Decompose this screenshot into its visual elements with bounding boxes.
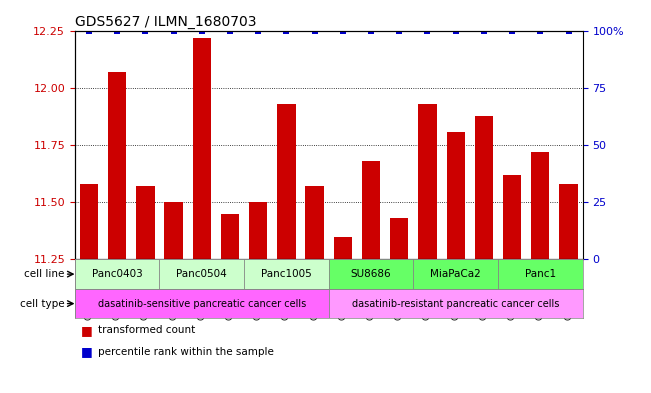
Text: ■: ■ — [81, 323, 93, 337]
Text: percentile rank within the sample: percentile rank within the sample — [98, 347, 273, 357]
Text: GDS5627 / ILMN_1680703: GDS5627 / ILMN_1680703 — [75, 15, 256, 29]
Text: dasatinib-sensitive pancreatic cancer cells: dasatinib-sensitive pancreatic cancer ce… — [98, 299, 306, 309]
Bar — [108, 72, 126, 259]
Bar — [193, 38, 211, 259]
Text: MiaPaCa2: MiaPaCa2 — [430, 269, 481, 279]
Bar — [221, 214, 239, 259]
Text: cell type: cell type — [20, 299, 64, 309]
Text: transformed count: transformed count — [98, 325, 195, 335]
Bar — [362, 162, 380, 259]
Bar — [329, 259, 413, 289]
Bar — [390, 219, 408, 259]
Bar — [334, 237, 352, 259]
Text: Panc0504: Panc0504 — [176, 269, 227, 279]
Bar — [531, 152, 549, 259]
Bar — [329, 289, 583, 318]
Text: ■: ■ — [81, 345, 93, 358]
Bar — [277, 105, 296, 259]
Text: dasatinib-resistant pancreatic cancer cells: dasatinib-resistant pancreatic cancer ce… — [352, 299, 559, 309]
Bar — [244, 259, 329, 289]
Bar — [159, 259, 244, 289]
Text: cell line: cell line — [24, 269, 64, 279]
Bar — [447, 132, 465, 259]
Text: SU8686: SU8686 — [351, 269, 391, 279]
Text: Panc1005: Panc1005 — [261, 269, 312, 279]
Bar — [559, 184, 577, 259]
Bar — [475, 116, 493, 259]
Bar — [136, 186, 154, 259]
Bar — [75, 289, 329, 318]
Bar — [498, 259, 583, 289]
Bar — [413, 259, 498, 289]
Text: Panc1: Panc1 — [525, 269, 556, 279]
Bar — [305, 186, 324, 259]
Bar — [80, 184, 98, 259]
Text: Panc0403: Panc0403 — [92, 269, 143, 279]
Bar — [419, 105, 437, 259]
Bar — [249, 202, 268, 259]
Bar — [75, 259, 159, 289]
Bar — [165, 202, 183, 259]
Bar — [503, 175, 521, 259]
